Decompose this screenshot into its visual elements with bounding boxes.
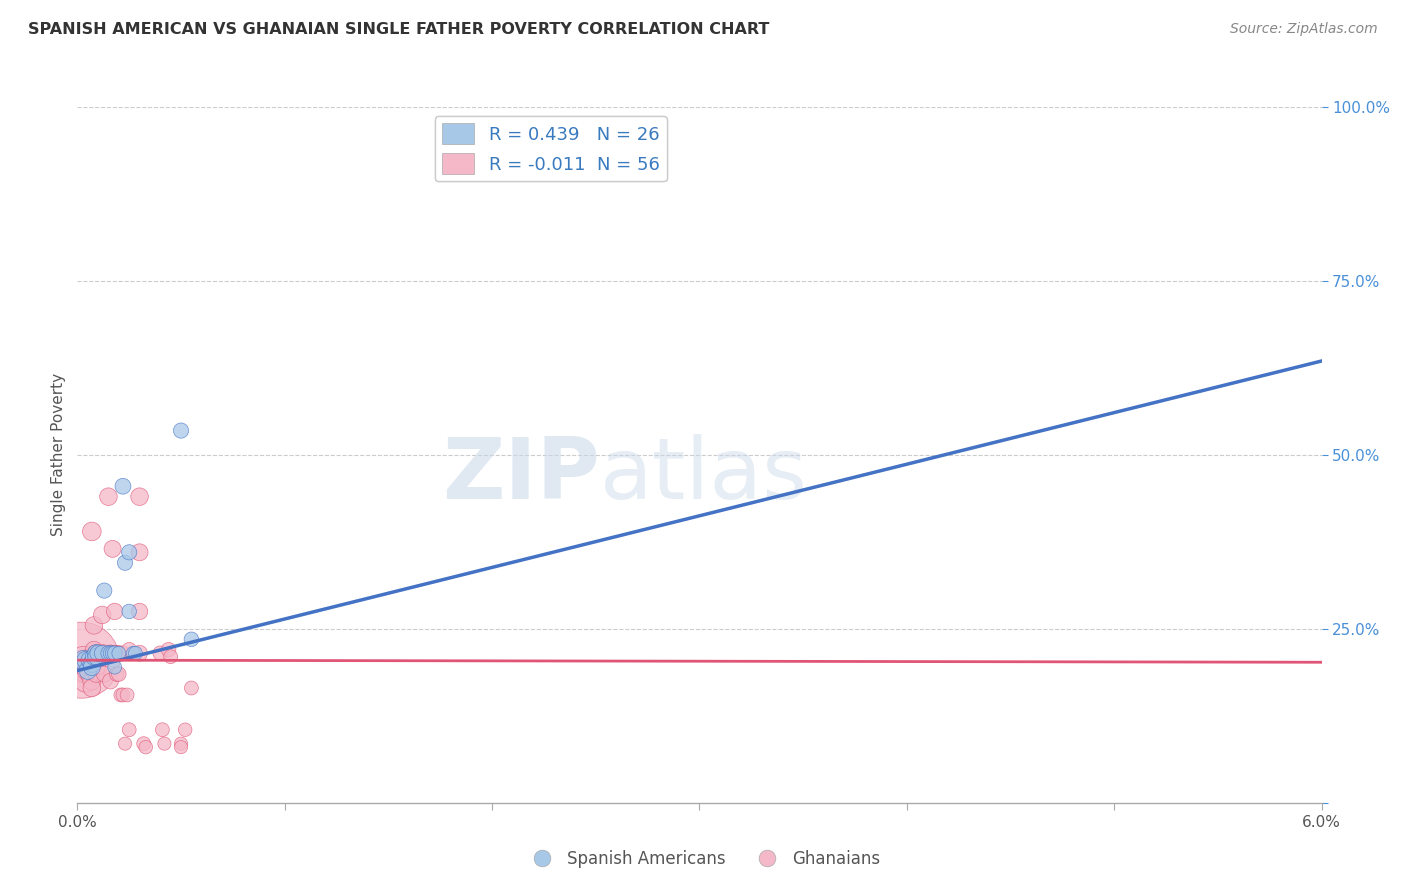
Point [80, 674, 103, 689]
Point [108, 646, 131, 660]
Point [128, 545, 150, 559]
Point [84, 667, 107, 681]
Point [83, 618, 105, 632]
Point [75, 653, 97, 667]
Point [111, 479, 134, 493]
Point [79, 660, 101, 674]
Point [87, 646, 110, 660]
Point [91, 607, 114, 622]
Point [159, 649, 181, 664]
Point [80, 681, 103, 695]
Point [83, 642, 105, 657]
Point [84, 646, 107, 660]
Point [118, 723, 141, 737]
Y-axis label: Single Father Poverty: Single Father Poverty [51, 374, 66, 536]
Point [80, 657, 103, 671]
Point [150, 723, 173, 737]
Point [105, 667, 128, 681]
Point [72, 664, 94, 678]
Point [70, 653, 93, 667]
Point [72, 653, 94, 667]
Point [157, 642, 180, 657]
Point [128, 605, 150, 619]
Point [75, 664, 97, 678]
Point [101, 646, 124, 660]
Point [124, 646, 146, 660]
Point [115, 688, 138, 702]
Point [84, 646, 107, 660]
Point [79, 653, 101, 667]
Point [114, 556, 136, 570]
Point [76, 664, 98, 678]
Point [180, 681, 202, 695]
Legend: R = 0.439   N = 26, R = -0.011  N = 56: R = 0.439 N = 26, R = -0.011 N = 56 [434, 116, 666, 181]
Point [170, 737, 193, 751]
Point [97, 490, 120, 504]
Point [87, 646, 110, 660]
Point [122, 646, 145, 660]
Point [132, 737, 155, 751]
Text: SPANISH AMERICAN VS GHANAIAN SINGLE FATHER POVERTY CORRELATION CHART: SPANISH AMERICAN VS GHANAIAN SINGLE FATH… [28, 22, 769, 37]
Point [170, 740, 193, 755]
Point [87, 660, 110, 674]
Point [91, 646, 114, 660]
Point [104, 660, 127, 674]
Text: ZIP: ZIP [443, 434, 600, 517]
Point [84, 649, 107, 664]
Point [180, 632, 202, 647]
Point [104, 605, 127, 619]
Point [75, 674, 97, 689]
Text: Source: ZipAtlas.com: Source: ZipAtlas.com [1230, 22, 1378, 37]
Point [104, 646, 127, 660]
Point [135, 740, 157, 755]
Point [105, 646, 128, 660]
Point [91, 646, 114, 660]
Point [80, 524, 103, 539]
Legend: Spanish Americans, Ghanaians: Spanish Americans, Ghanaians [519, 844, 887, 875]
Point [128, 646, 150, 660]
Point [111, 688, 134, 702]
Point [100, 646, 122, 660]
Point [72, 653, 94, 667]
Point [100, 646, 122, 660]
Point [111, 646, 134, 660]
Point [79, 653, 101, 667]
Point [83, 649, 105, 664]
Point [118, 605, 141, 619]
Point [93, 667, 115, 681]
Point [100, 674, 122, 689]
Text: atlas: atlas [600, 434, 808, 517]
Point [87, 646, 110, 660]
Point [97, 646, 120, 660]
Point [101, 541, 124, 556]
Point [118, 545, 141, 559]
Point [174, 723, 197, 737]
Point [170, 424, 193, 438]
Point [93, 646, 115, 660]
Point [108, 667, 131, 681]
Point [104, 646, 127, 660]
Point [80, 660, 103, 674]
Point [118, 642, 141, 657]
Point [110, 688, 132, 702]
Point [79, 667, 101, 681]
Point [76, 653, 98, 667]
Point [153, 737, 176, 751]
Point [149, 646, 172, 660]
Point [128, 490, 150, 504]
Point [76, 664, 98, 678]
Point [114, 737, 136, 751]
Point [108, 646, 131, 660]
Point [93, 583, 115, 598]
